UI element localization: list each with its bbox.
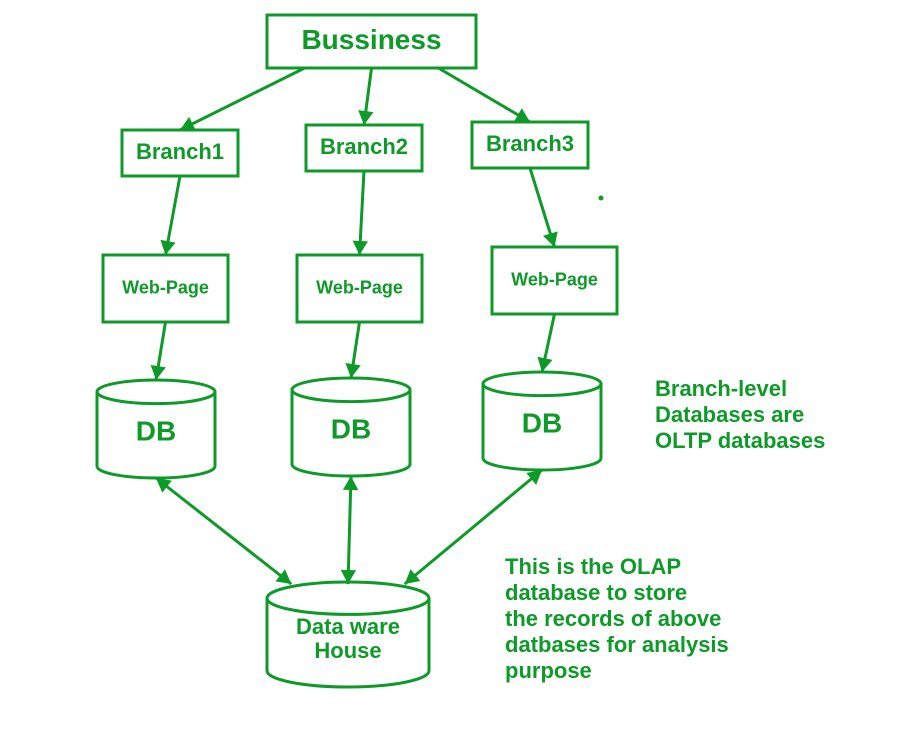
edge-web2-db2 [345,322,360,378]
annotation-1-line-2: the records of above [505,606,721,631]
branch3-label: Branch3 [486,131,574,156]
edge-business-branch1 [180,68,305,131]
stray-dot [599,196,604,201]
edge-branch2-web2 [353,171,368,255]
annotation-1: This is the OLAPdatabase to storethe rec… [505,554,729,683]
business-box: Bussiness [267,15,476,68]
db3-cylinder: DB [483,372,601,470]
edge-db2-dwh [341,476,359,584]
annotation-1-line-4: purpose [505,658,592,683]
edge-business-branch2 [358,68,373,125]
annotation-1-line-1: database to store [505,580,687,605]
annotation-0-line-2: OLTP databases [655,428,825,453]
dwh-cylinder: Data wareHouse [267,582,429,687]
dwh-label-1: House [314,638,381,663]
db1-label-0: DB [136,416,176,447]
dwh-label-0: Data ware [296,614,400,639]
annotation-0-line-1: Databases are [655,402,804,427]
annotation-0: Branch-levelDatabases areOLTP databases [655,376,825,453]
branch1-label: Branch1 [136,139,224,164]
edge-branch1-web1 [160,176,180,255]
annotation-0-line-0: Branch-level [655,376,787,401]
diagram-canvas: Bussiness Branch1 Branch2 Branch3 Web-Page We… [0,0,919,739]
branch2-box: Branch2 [306,125,422,171]
annotation-1-line-3: datbases for analysis [505,632,729,657]
db3-label-0: DB [522,408,562,439]
branch2-label: Branch2 [320,134,408,159]
branch3-box: Branch3 [472,122,588,168]
db2-label-0: DB [331,414,371,445]
branch1-box: Branch1 [122,130,238,176]
db1-cylinder: DB [97,380,215,478]
edge-branch3-web3 [530,168,558,247]
edge-business-branch3 [438,68,530,122]
edge-web3-db3 [537,314,554,372]
edge-web1-db1 [151,322,166,380]
web2-label: Web-Page [316,277,403,297]
edge-db1-dwh [156,478,291,584]
db2-cylinder: DB [292,378,410,476]
web2-box: Web-Page [297,255,422,322]
business-label: Bussiness [301,24,441,55]
annotation-1-line-0: This is the OLAP [505,554,681,579]
web3-box: Web-Page [492,247,617,314]
web1-label: Web-Page [122,277,209,297]
web1-box: Web-Page [103,255,228,322]
web3-label: Web-Page [511,269,598,289]
